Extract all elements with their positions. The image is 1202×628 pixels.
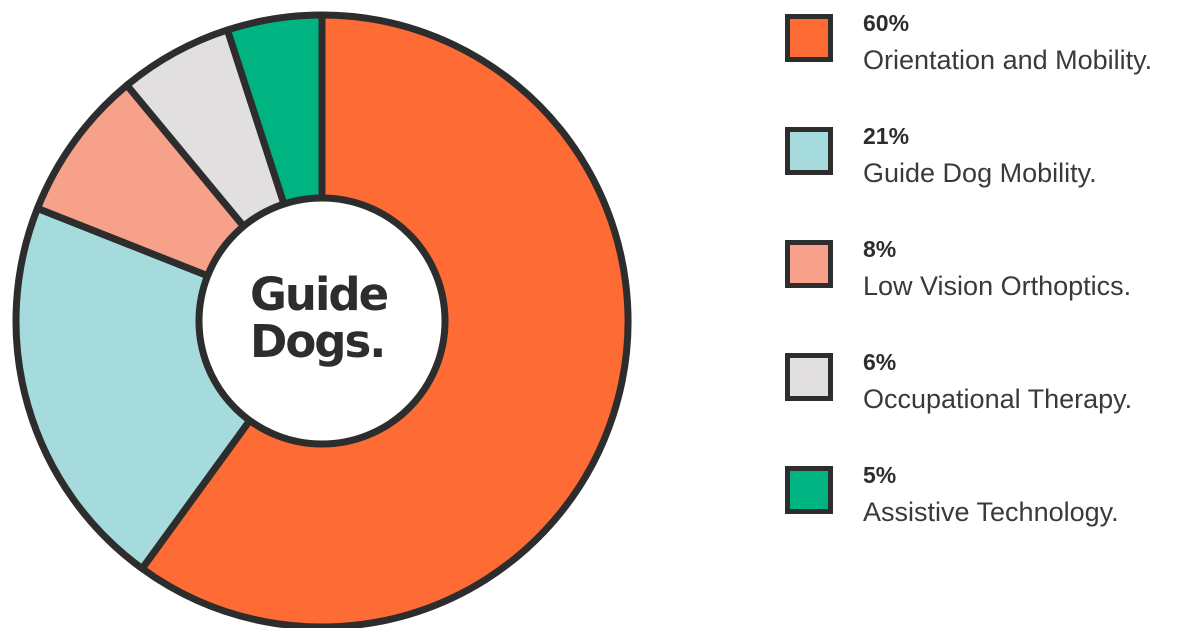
logo-line-guide: Guide bbox=[250, 268, 388, 321]
legend-item: 5% Assistive Technology. bbox=[785, 462, 1202, 575]
legend-swatch bbox=[785, 353, 833, 401]
legend-item: 60% Orientation and Mobility. bbox=[785, 10, 1202, 123]
guide-dogs-logo: Guide Dogs. bbox=[250, 268, 390, 368]
legend-item: 8% Low Vision Orthoptics. bbox=[785, 236, 1202, 349]
legend-item: 6% Occupational Therapy. bbox=[785, 349, 1202, 462]
legend-label: Guide Dog Mobility. bbox=[863, 158, 1097, 188]
legend-value: 6% bbox=[863, 349, 897, 375]
legend-label: Low Vision Orthoptics. bbox=[863, 271, 1132, 301]
legend-swatch bbox=[785, 14, 833, 62]
legend-label: Orientation and Mobility. bbox=[863, 45, 1153, 75]
donut-chart: Guide Dogs. bbox=[12, 11, 632, 628]
legend-swatch bbox=[785, 127, 833, 175]
legend-swatch bbox=[785, 466, 833, 514]
legend-label: Assistive Technology. bbox=[863, 497, 1119, 527]
legend: 60% Orientation and Mobility. 21% Guide Dog… bbox=[785, 10, 1202, 575]
legend-value: 21% bbox=[863, 123, 910, 149]
center-hole bbox=[195, 194, 449, 448]
legend-value: 5% bbox=[863, 462, 897, 488]
legend-value: 8% bbox=[863, 236, 897, 262]
legend-label: Occupational Therapy. bbox=[863, 384, 1133, 414]
legend-swatch bbox=[785, 240, 833, 288]
logo-line-dogs: Dogs. bbox=[250, 315, 384, 368]
legend-value: 60% bbox=[863, 10, 910, 36]
legend-item: 21% Guide Dog Mobility. bbox=[785, 123, 1202, 236]
